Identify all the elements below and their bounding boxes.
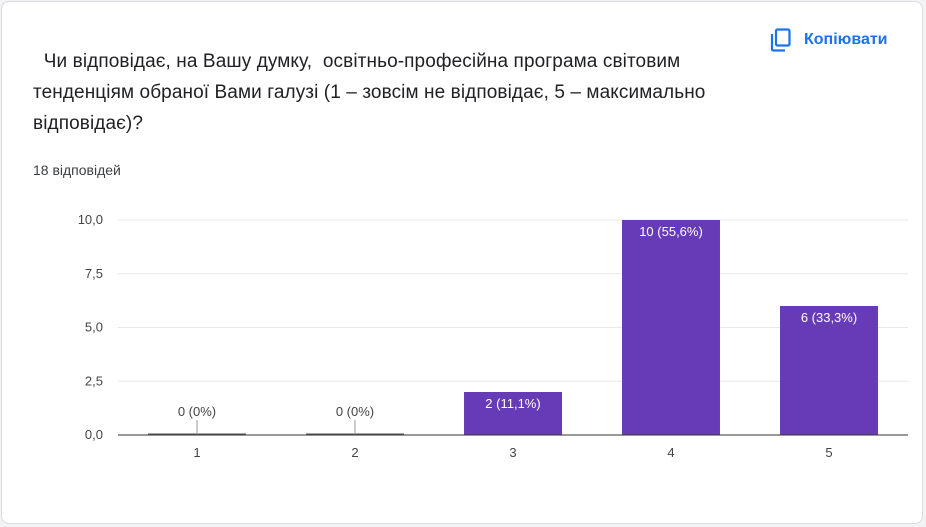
x-tick-label: 3: [509, 445, 516, 460]
bar: [464, 392, 562, 435]
copy-button[interactable]: Копіювати: [760, 22, 898, 58]
copy-button-label: Копіювати: [804, 31, 888, 48]
y-tick-label: 0,0: [85, 427, 103, 442]
data-label: 0 (0%): [336, 404, 374, 419]
data-label: 2 (11,1%): [485, 396, 540, 411]
response-count: 18 відповідей: [33, 162, 121, 178]
y-tick-label: 5,0: [85, 320, 103, 335]
y-tick-label: 7,5: [85, 266, 103, 281]
x-tick-label: 5: [825, 445, 832, 460]
data-label: 0 (0%): [178, 404, 216, 419]
y-tick-label: 10,0: [78, 212, 103, 227]
y-tick-label: 2,5: [85, 373, 103, 388]
data-label: 6 (33,3%): [801, 310, 857, 325]
question-title: Чи відповідає, на Вашу думку, освітньо-п…: [33, 51, 711, 134]
data-label: 10 (55,6%): [639, 224, 703, 239]
x-tick-label: 2: [351, 445, 358, 460]
bar: [780, 306, 878, 435]
copy-icon: [770, 28, 792, 52]
x-tick-label: 4: [667, 445, 674, 460]
x-tick-label: 1: [193, 445, 200, 460]
bar: [622, 220, 720, 435]
